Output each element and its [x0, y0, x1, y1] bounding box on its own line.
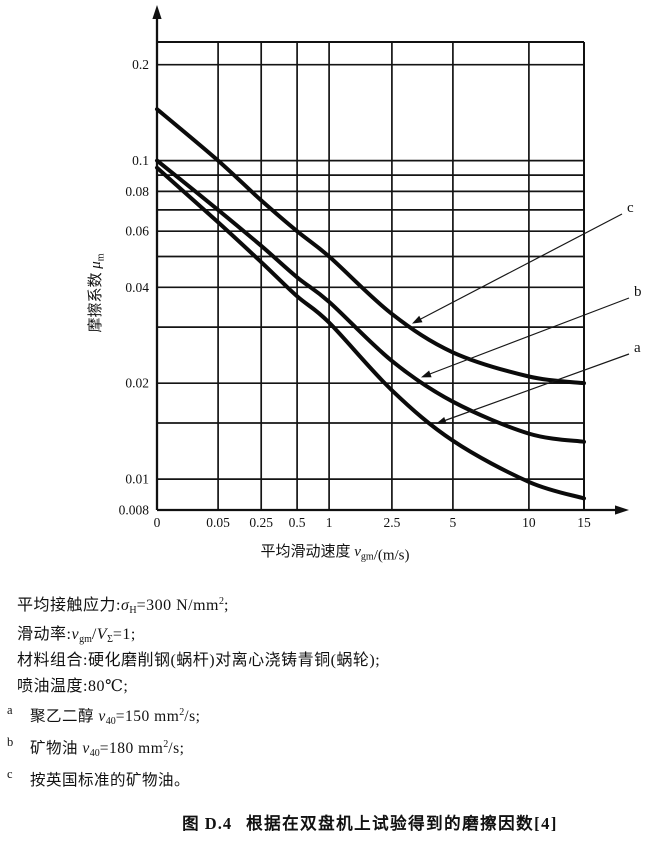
x-tick-label: 2.5: [383, 515, 400, 530]
text-run: 平均接触应力:: [17, 597, 121, 614]
footnote-marker: a: [7, 703, 14, 717]
text-run: =1;: [112, 626, 136, 643]
curve-b: [155, 158, 586, 444]
text-run: =150 mm: [115, 708, 180, 725]
condition-line-slide-ratio: 滑动率:vgm/VΣ=1;: [17, 620, 136, 645]
y-tick-label: 0.008: [119, 503, 150, 518]
text-run: 滑动率:: [17, 626, 72, 643]
curve-a: [155, 165, 586, 501]
footnote-b: b 矿物油 ν40=180 mm2/s;: [7, 735, 184, 759]
superscript: 2: [179, 707, 185, 718]
figure-reference: [4]: [534, 814, 558, 833]
curves: [155, 107, 586, 501]
subscript: 40: [105, 716, 116, 727]
x-tick-label: 5: [450, 515, 457, 530]
text-run: /: [91, 626, 97, 643]
curve-label-c: c: [627, 200, 634, 216]
figure-title: 根据在双盘机上试验得到的磨擦因数: [246, 814, 535, 833]
footnote-a: a 聚乙二醇 ν40=150 mm2/s;: [7, 703, 200, 727]
y-tick-label: 0.04: [125, 280, 149, 295]
y-tick-label: 0.02: [125, 376, 149, 391]
x-tick-label: 15: [577, 515, 591, 530]
y-tick-label: 0.06: [125, 224, 149, 239]
x-tick-label: 0.5: [289, 515, 306, 530]
y-axis-arrow-icon: [152, 5, 162, 19]
leader-line-c: [418, 213, 623, 321]
text-run: ν: [98, 708, 106, 725]
x-tick-label: 0.25: [249, 515, 273, 530]
x-tick-label: 0.05: [206, 515, 230, 530]
y-tick-label: 0.08: [125, 184, 149, 199]
superscript: 2: [219, 596, 224, 607]
text-run: =180 mm: [99, 740, 164, 757]
footnote-text: 按英国标准的矿物油。: [30, 772, 190, 789]
axis-labels: 0.2 0.1 0.08 0.06 0.04 0.02 0.01 0.008 0 0.05 0.25…: [86, 57, 591, 563]
text-run: V: [96, 626, 108, 643]
text-run: 喷油温度:80℃;: [17, 678, 129, 695]
leader-line-a: [443, 353, 630, 422]
footnote-marker: c: [7, 767, 14, 781]
text-run: 材料组合:硬化磨削钢(蜗杆)对离心浇铸青铜(蜗轮);: [17, 652, 381, 669]
text-run: σ: [120, 597, 130, 614]
x-axis-label: 平均滑动速度 vgm/(m/s): [260, 543, 409, 564]
footnote-marker: b: [7, 735, 14, 749]
y-tick-label: 0.01: [125, 472, 149, 487]
y-axis-label: 摩擦系数 μm: [86, 253, 107, 332]
x-tick-label: 1: [326, 515, 333, 530]
figure-caption: 图 D.4 根据在双盘机上试验得到的磨擦因数[4]: [0, 810, 650, 834]
y-tick-label: 0.1: [132, 153, 149, 168]
text-run: v: [71, 626, 80, 643]
subscript: Σ: [107, 634, 113, 645]
footnote-text: 聚乙二醇 ν40=150 mm2/s;: [30, 707, 201, 727]
axis-label-run: 摩擦系数: [86, 269, 104, 333]
figure-number: 图 D.4: [182, 814, 233, 833]
axes-and-frame: [152, 5, 629, 515]
text-run: /s;: [184, 708, 201, 725]
superscript: 2: [163, 739, 169, 750]
axis-label-run: v: [354, 544, 361, 560]
gridlines: [157, 42, 584, 510]
text-run: =300 N/mm: [136, 597, 219, 614]
friction-coefficient-chart: c b a 0.2 0.1 0.08 0.06 0.04 0.02 0.01 0.008 0 0.05…: [86, 5, 642, 564]
leader-arrowhead-b: [421, 370, 432, 378]
subscript: 40: [89, 748, 100, 759]
text-run: 按英国标准的矿物油。: [30, 772, 191, 789]
axis-label-run: /(m/s): [374, 548, 410, 564]
curve-c: [155, 107, 586, 386]
condition-line-oil-temperature: 喷油温度:80℃;: [17, 672, 128, 696]
subscript: H: [129, 605, 137, 616]
axis-label-run: gm: [361, 552, 374, 563]
text-run: ν: [82, 740, 90, 757]
curve-leader-lines: c b a: [412, 200, 642, 424]
axis-label-run: μ: [88, 261, 104, 270]
condition-line-contact-stress: 平均接触应力:σH=300 N/mm2;: [17, 591, 229, 616]
y-tick-label: 0.2: [132, 57, 149, 72]
curve-label-b: b: [634, 284, 642, 300]
text-run: 矿物油: [30, 740, 83, 757]
leader-arrowhead-a: [436, 417, 447, 424]
leader-arrowhead-c: [412, 315, 423, 324]
text-run: 聚乙二醇: [30, 708, 99, 725]
axis-label-run: m: [96, 253, 107, 261]
subscript: gm: [79, 634, 92, 645]
condition-line-material-combo: 材料组合:硬化磨削钢(蜗杆)对离心浇铸青铜(蜗轮);: [17, 646, 380, 670]
text-run: ;: [224, 597, 229, 614]
footnote-text: 矿物油 ν40=180 mm2/s;: [30, 739, 185, 759]
axis-label-run: 平均滑动速度: [260, 543, 354, 560]
curve-label-a: a: [634, 340, 641, 356]
x-tick-label: 0: [154, 515, 161, 530]
x-axis-arrow-icon: [615, 505, 629, 515]
text-run: /s;: [168, 740, 185, 757]
leader-line-b: [428, 297, 630, 376]
footnote-c: c 按英国标准的矿物油。: [7, 767, 190, 790]
x-tick-label: 10: [522, 515, 536, 530]
